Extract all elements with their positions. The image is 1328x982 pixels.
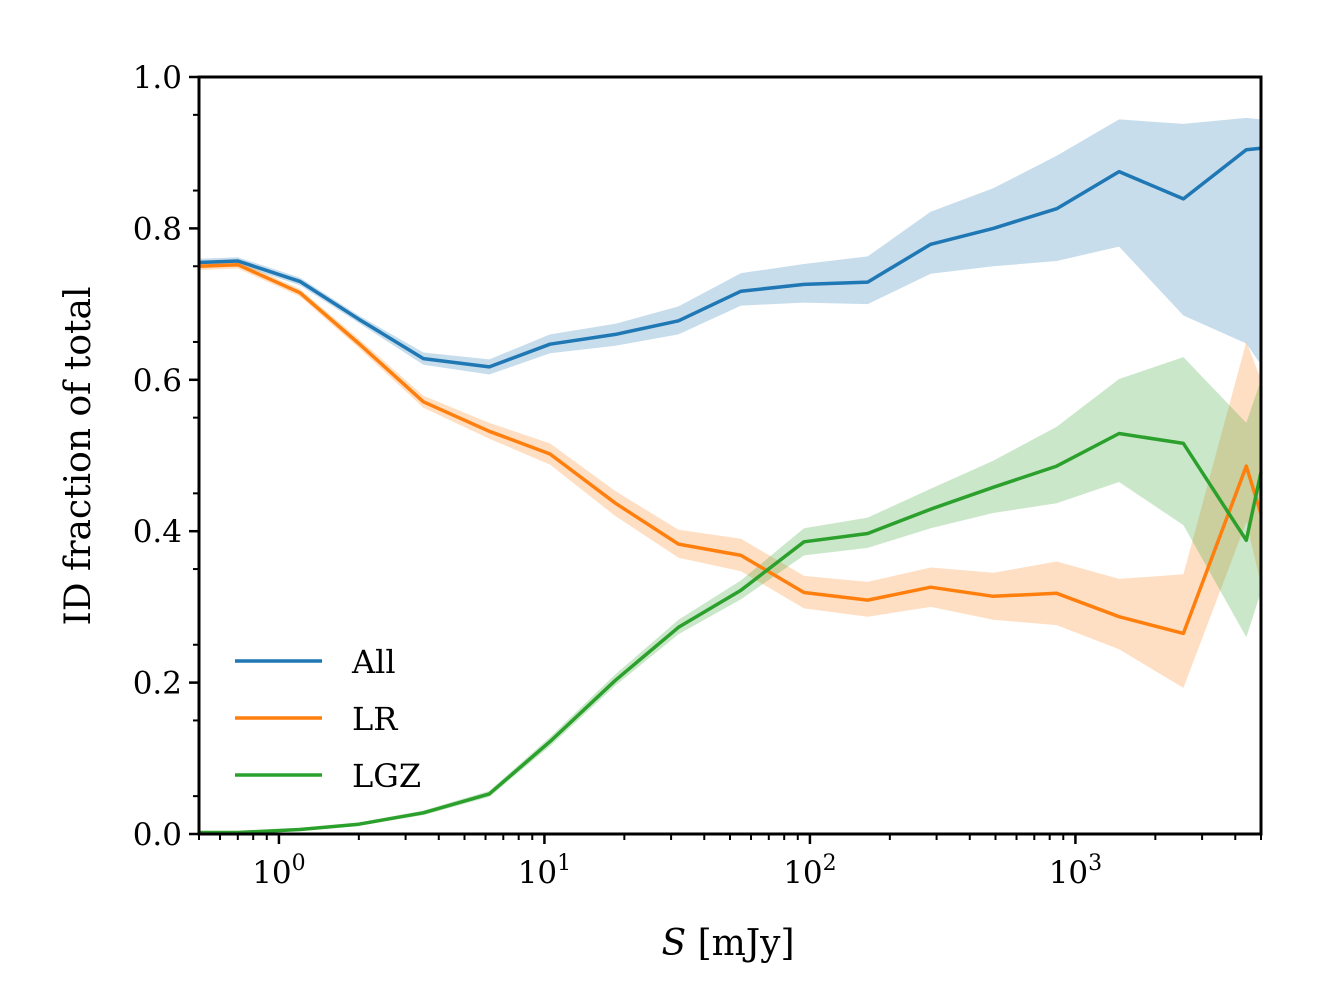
band-all [199, 117, 1261, 375]
x-tick-exponent: 2 [823, 851, 837, 876]
x-tick-exponent: 3 [1088, 851, 1102, 876]
x-tick-base: 10 [252, 855, 291, 891]
y-tick-label: 0.8 [133, 211, 182, 247]
legend-label-all: All [351, 643, 396, 681]
legend-label-lr: LR [352, 700, 398, 738]
band-lr [199, 261, 1261, 688]
series-lines [198, 146, 1263, 835]
x-tick-label: 101 [518, 851, 571, 891]
x-axis-title: S [mJy] [661, 923, 794, 964]
line-all [198, 146, 1262, 369]
x-tick-label: 102 [783, 851, 836, 891]
y-tick-label: 0.2 [133, 666, 182, 702]
x-axis-symbol: S [661, 923, 686, 964]
legend-label-lgz: LGZ [352, 757, 421, 795]
y-tick-label: 0.6 [133, 363, 182, 399]
x-tick-base: 10 [1049, 855, 1088, 891]
line-lr [198, 262, 1263, 636]
legend: All LR LGZ [235, 643, 421, 795]
x-tick-exponent: 1 [557, 851, 571, 876]
line-lgz [199, 431, 1263, 835]
plot-frame [197, 75, 1263, 836]
x-axis-unit: [mJy] [698, 923, 795, 964]
x-tick-exponent: 0 [292, 851, 306, 876]
x-tick-label: 103 [1049, 851, 1102, 891]
x-tick-base: 10 [783, 855, 822, 891]
y-tick-label: 0.4 [133, 514, 182, 550]
y-axis-title: ID fraction of total [58, 287, 99, 626]
x-tick-base: 10 [518, 855, 557, 891]
x-tick-label: 100 [252, 851, 305, 891]
y-tick-label: 0.0 [133, 817, 182, 853]
y-tick-label: 1.0 [133, 60, 182, 96]
